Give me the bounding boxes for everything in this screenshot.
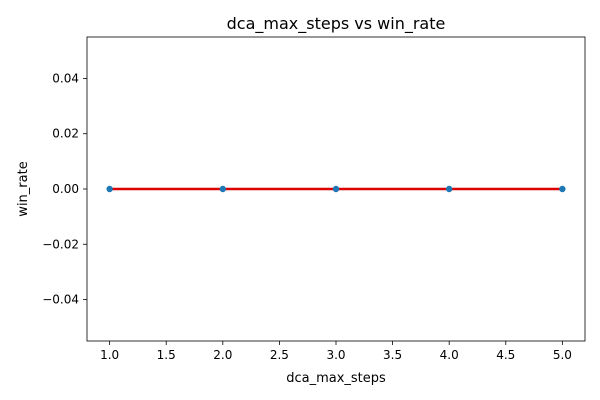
axes-frame bbox=[86, 36, 586, 342]
x-tick-label: 5.0 bbox=[553, 348, 572, 362]
chart-title: dca_max_steps vs win_rate bbox=[227, 14, 446, 34]
data-point bbox=[445, 185, 453, 193]
x-tick-label: 3.5 bbox=[383, 348, 402, 362]
data-point bbox=[332, 185, 340, 193]
x-axis-label: dca_max_steps bbox=[286, 371, 386, 386]
x-tick-label: 2.5 bbox=[270, 348, 289, 362]
y-tick-label: −0.02 bbox=[42, 237, 79, 251]
y-tick-label: 0.00 bbox=[52, 182, 79, 196]
data-point bbox=[219, 185, 227, 193]
x-tick-label: 4.0 bbox=[440, 348, 459, 362]
y-axis-label: win_rate bbox=[16, 161, 31, 216]
y-tick-label: 0.02 bbox=[52, 127, 79, 141]
data-point bbox=[106, 185, 113, 193]
x-tick-label: 1.0 bbox=[100, 348, 119, 362]
x-tick-label: 3.0 bbox=[326, 348, 345, 362]
y-tick-label: −0.04 bbox=[42, 293, 79, 307]
data-point bbox=[559, 185, 566, 193]
x-tick-label: 2.0 bbox=[213, 348, 232, 362]
plot-area: 1.0 1.5 2.0 2.5 3.0 3.5 4.0 4.5 5.0 −0.04 −0.02 0.0… bbox=[42, 36, 586, 362]
x-tick-label: 4.5 bbox=[496, 348, 515, 362]
y-tick-label: 0.04 bbox=[52, 71, 79, 85]
x-tick-label: 1.5 bbox=[157, 348, 176, 362]
